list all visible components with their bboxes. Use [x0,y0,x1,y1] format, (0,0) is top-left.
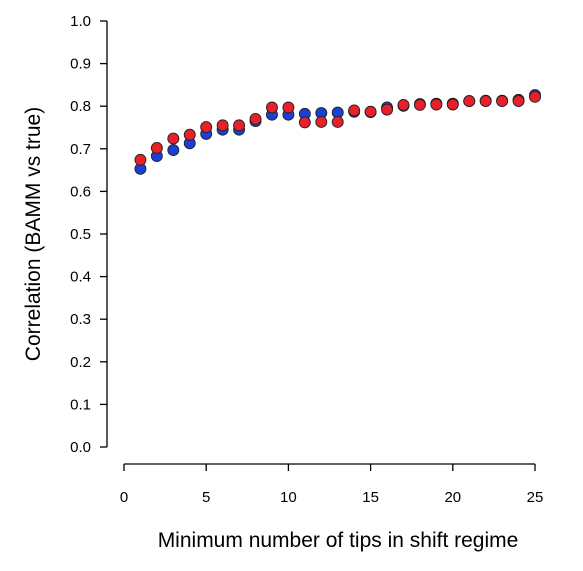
data-points [134,89,541,175]
data-point-series-2 [233,119,246,132]
data-point-series-2 [298,116,311,129]
data-point-series-2 [364,105,377,118]
y-tick-label: 0.7 [70,141,91,158]
axes [106,21,535,465]
data-point-series-2 [183,128,196,141]
data-point-series-2 [249,113,262,125]
y-tick-label: 0.9 [70,56,91,73]
data-point-series-2 [216,119,229,132]
data-point-series-2 [282,101,295,114]
data-point-series-2 [150,141,163,154]
y-tick-label: 0.4 [70,269,91,286]
data-point-series-2 [529,90,541,103]
x-tick-label: 10 [280,489,297,506]
data-point-series-2 [463,95,476,108]
y-axis-ticks: 0.0 0.1 0.2 0.3 0.4 0.5 0.6 0.7 0.8 0.9 1.0 [70,13,107,456]
x-axis-ticks: 0 5 10 15 20 25 [120,464,544,506]
x-axis-title: Minimum number of tips in shift regime [158,529,519,552]
y-tick-label: 1.0 [70,13,91,30]
x-tick-label: 0 [120,489,128,506]
y-tick-label: 0.8 [70,98,91,115]
x-tick-label: 5 [202,489,210,506]
data-point-series-2 [430,98,443,111]
y-tick-label: 0.3 [70,311,91,328]
data-point-series-2 [266,101,278,114]
data-point-series-2 [446,98,459,111]
data-point-series-2 [512,95,525,108]
y-tick-label: 0.1 [70,396,91,413]
y-axis-title: Correlation (BAMM vs true) [22,107,45,361]
data-point-series-2 [134,153,147,166]
data-point-series-2 [479,95,492,108]
data-point-series-2 [167,132,180,145]
x-tick-label: 20 [444,489,461,506]
data-point-series-1 [167,144,180,157]
x-tick-label: 15 [362,489,379,506]
y-tick-label: 0.5 [70,226,91,243]
data-point-series-2 [413,98,426,111]
y-tick-label: 0.2 [70,354,91,371]
data-point-series-2 [496,95,509,108]
y-tick-label: 0.0 [70,439,91,456]
data-point-series-2 [331,116,344,128]
data-point-series-2 [315,116,328,128]
y-tick-label: 0.6 [70,183,91,200]
data-point-series-2 [381,103,393,116]
data-point-series-2 [397,98,410,111]
data-point-series-2 [348,104,361,117]
x-tick-label: 25 [527,489,544,506]
data-point-series-2 [200,121,213,134]
